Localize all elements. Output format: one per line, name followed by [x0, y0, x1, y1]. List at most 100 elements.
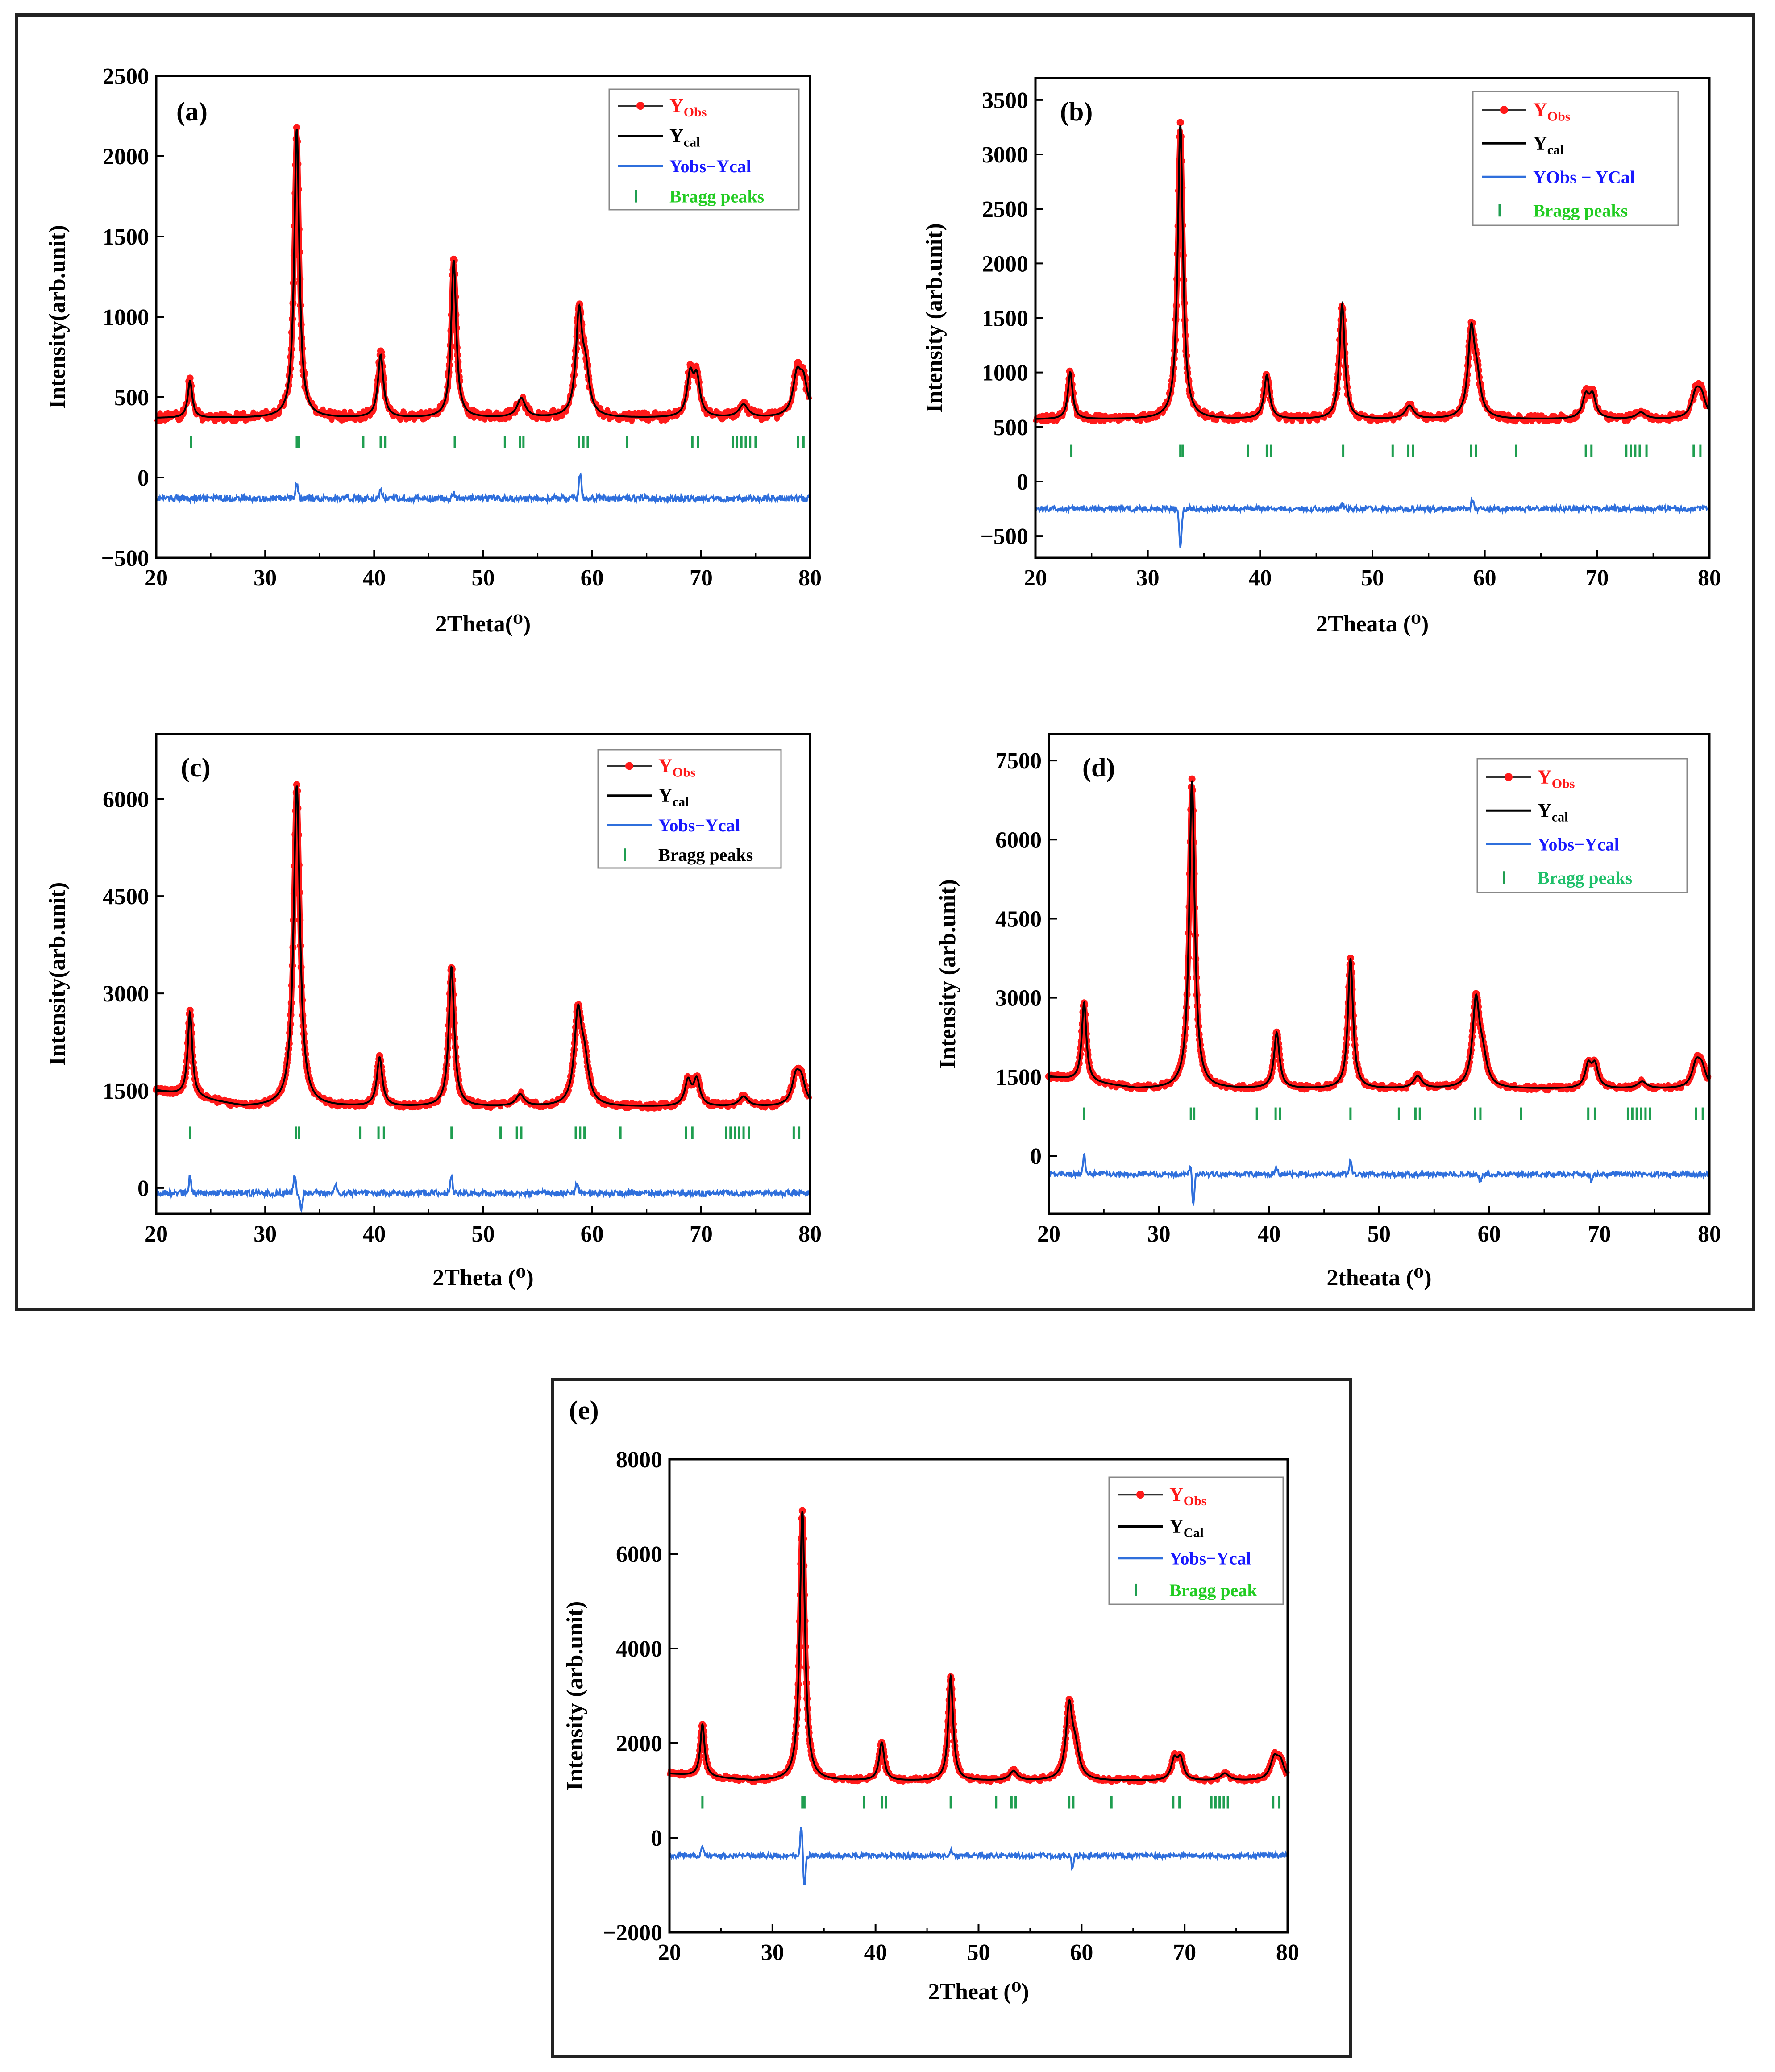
y-tick-label: 1500 — [982, 306, 1028, 332]
x-tick-label: 70 — [1588, 1221, 1611, 1247]
y-tick-label: 1000 — [982, 361, 1028, 386]
panel-d: 20 30 40 50 60 70 80 0 1500 3000 4500 6000 7500 2thea… — [935, 733, 1721, 1291]
y-tick-label: −2000 — [603, 1920, 662, 1946]
x-tick-label: 60 — [1070, 1940, 1093, 1965]
y-axis-title: Intensity (arb.unit) — [562, 1601, 588, 1791]
x-tick-label: 50 — [1361, 565, 1384, 591]
calculated-curve — [1048, 780, 1710, 1089]
panel-label: (e) — [569, 1395, 599, 1425]
x-tick-label: 20 — [1024, 565, 1047, 591]
x-tick-label: 80 — [1698, 565, 1721, 591]
y-tick-label: 3000 — [995, 986, 1042, 1011]
x-tick-label: 50 — [967, 1940, 990, 1965]
observed-point — [1176, 119, 1184, 126]
legend-diff-label: Yobs−Ycal — [669, 156, 751, 176]
legend-box — [1472, 91, 1679, 226]
x-tick-label: 80 — [798, 1221, 822, 1247]
y-tick-label: 7500 — [995, 748, 1042, 774]
x-tick-label: 80 — [1276, 1940, 1299, 1965]
top-figure-frame — [15, 13, 1755, 1311]
observed-point — [798, 1507, 806, 1515]
legend-obs-marker — [1500, 106, 1508, 114]
panel-a: 20 30 40 50 60 70 80 −500 0 500 1000 1500 2000 2500 2T… — [45, 64, 822, 637]
x-axis-title: 2theata (⁰) — [1326, 1265, 1431, 1291]
difference-curve — [155, 472, 811, 505]
y-tick-label: 1500 — [103, 224, 149, 250]
x-tick-label: 80 — [798, 565, 822, 591]
y-tick-label: 500 — [994, 415, 1028, 440]
panel-c: 20 30 40 50 60 70 80 0 1500 3000 4500 6000 2Theta (⁰… — [45, 733, 822, 1291]
difference-curve — [1035, 496, 1710, 548]
y-tick-label: 2000 — [616, 1731, 662, 1756]
x-tick-label: 50 — [472, 1221, 495, 1247]
legend-bragg-label: Bragg peaks — [1533, 200, 1628, 220]
x-axis-title: 2Theata (⁰) — [1316, 611, 1429, 637]
x-tick-label: 40 — [362, 565, 386, 591]
legend-box — [1108, 1476, 1284, 1605]
x-tick-label: 30 — [1147, 1221, 1171, 1247]
x-tick-label: 60 — [581, 565, 604, 591]
x-tick-label: 50 — [472, 565, 495, 591]
y-tick-label: 1000 — [103, 305, 149, 330]
y-axis-title: Intensity (arb.unit) — [935, 879, 960, 1069]
x-tick-label: 20 — [1037, 1221, 1060, 1247]
x-tick-label: 40 — [864, 1940, 887, 1965]
y-tick-label: 0 — [1030, 1144, 1042, 1169]
y-tick-label: 0 — [651, 1826, 662, 1851]
y-tick-label: 6000 — [103, 787, 149, 812]
legend-diff-label: Yobs−Ycal — [1169, 1549, 1251, 1569]
x-tick-label: 20 — [145, 1221, 168, 1247]
y-tick-label: 8000 — [616, 1447, 662, 1473]
x-tick-label: 40 — [1248, 565, 1272, 591]
legend-diff-label: Yobs−Ycal — [1538, 834, 1619, 854]
x-tick-label: 80 — [1698, 1221, 1721, 1247]
x-tick-label: 30 — [1136, 565, 1160, 591]
x-tick-label: 30 — [761, 1940, 784, 1965]
y-tick-label: 3000 — [103, 981, 149, 1007]
x-tick-label: 30 — [254, 1221, 277, 1247]
calculated-curve — [669, 1511, 1288, 1781]
x-axis-title: 2Theta (⁰) — [432, 1265, 533, 1291]
legend-bragg-label: Bragg peaks — [1538, 868, 1632, 888]
y-tick-label: −500 — [980, 524, 1028, 549]
panel-label: (a) — [176, 97, 208, 126]
legend-bragg-label: Bragg peak — [1169, 1580, 1257, 1600]
observed-point — [186, 1006, 194, 1014]
legend-obs-marker — [1505, 773, 1513, 781]
bragg-ticks-e — [701, 1796, 1281, 1809]
legend-box — [1476, 758, 1688, 893]
y-tick-label: 6000 — [616, 1542, 662, 1567]
observed-point — [1188, 775, 1196, 783]
bragg-ticks-c — [189, 1126, 801, 1139]
y-tick-label: 4500 — [995, 906, 1042, 932]
observed-point — [186, 374, 194, 382]
panel-e: 20 30 40 50 60 70 80 −2000 0 2000 4000 6000 8000 2The… — [562, 1395, 1299, 2005]
difference-curve — [1048, 1152, 1710, 1207]
y-tick-label: 4000 — [616, 1636, 662, 1662]
observed-point — [293, 124, 300, 131]
calculated-curve — [1035, 125, 1710, 420]
x-tick-label: 60 — [581, 1221, 604, 1247]
x-tick-label: 20 — [145, 565, 168, 591]
y-tick-label: 1500 — [103, 1079, 149, 1104]
observed-point — [293, 781, 300, 789]
panel-label: (d) — [1082, 753, 1115, 782]
bragg-ticks-b — [1070, 444, 1702, 457]
legend-bragg-label: Bragg peaks — [669, 187, 764, 207]
x-tick-label: 70 — [690, 1221, 713, 1247]
legend-obs-marker — [1136, 1491, 1144, 1499]
bragg-ticks-d — [1083, 1107, 1704, 1120]
y-tick-label: 6000 — [995, 827, 1042, 853]
x-axis-title: 2Theta(⁰) — [436, 611, 531, 637]
y-tick-label: −500 — [101, 546, 149, 571]
bottom-figure-frame — [551, 1378, 1352, 2058]
y-tick-label: 2000 — [982, 251, 1028, 277]
legend-bragg-label: Bragg peaks — [658, 845, 753, 865]
x-tick-label: 70 — [1173, 1940, 1196, 1965]
x-tick-label: 50 — [1368, 1221, 1391, 1247]
